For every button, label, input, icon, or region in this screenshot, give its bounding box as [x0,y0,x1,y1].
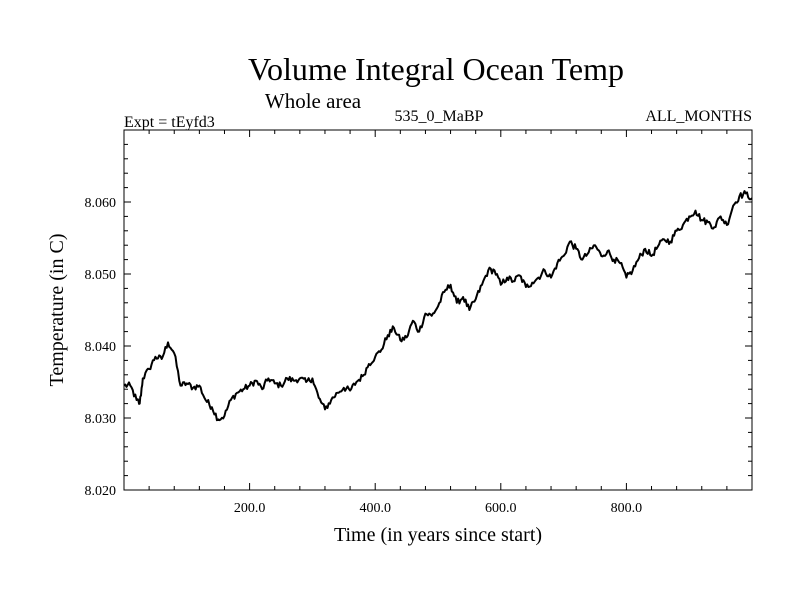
x-tick-label: 400.0 [359,501,391,516]
y-axis-label: Temperature (in C) [46,234,68,387]
months-label: ALL_MONTHS [645,108,752,125]
x-tick-label: 200.0 [234,501,266,516]
y-tick-label: 8.040 [85,340,117,355]
chart-subtitle: Whole area [265,89,362,113]
y-tick-label: 8.020 [85,484,117,499]
y-tick-label: 8.030 [85,412,117,427]
x-axis-label: Time (in years since start) [334,524,542,546]
plot-frame [123,129,753,491]
run-label: 535_0_MaBP [395,108,484,125]
x-tick-label: 600.0 [485,501,517,516]
y-tick-label: 8.050 [85,268,117,283]
chart-title: Volume Integral Ocean Temp [248,51,624,87]
experiment-label: Expt = tEyfd3 [124,114,215,131]
series-line [123,190,753,422]
y-tick-label: 8.060 [85,196,117,211]
x-tick-label: 800.0 [611,501,643,516]
x-axis-ticks: 200.0 400.0 600.0 800.0 [123,130,753,516]
y-axis-ticks: 8.020 8.030 8.040 8.050 8.060 [85,129,752,499]
